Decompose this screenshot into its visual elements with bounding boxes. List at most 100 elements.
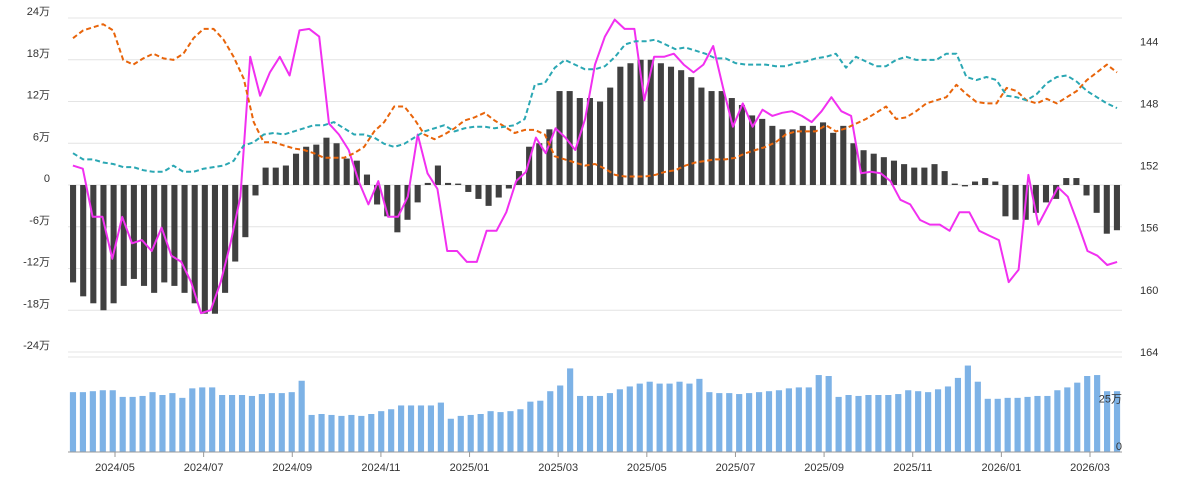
volume-bar [169, 393, 176, 452]
net-flow-bar [1073, 178, 1080, 185]
volume-bar [875, 395, 882, 452]
net-flow-bar [556, 91, 563, 185]
volume-bar [805, 387, 812, 452]
x-tick-label: 2026/03 [1070, 462, 1110, 474]
left-tick-label: 24万 [27, 6, 50, 18]
volume-bar [577, 395, 584, 452]
volume-bar [795, 387, 802, 452]
net-flow-bar [475, 185, 482, 199]
volume-bar [954, 377, 962, 452]
volume-bar [696, 378, 703, 452]
net-flow-bar [667, 66, 675, 185]
net-flow-bar [546, 129, 553, 185]
net-flow-bar [343, 158, 350, 185]
volume-bar [338, 415, 345, 452]
left-tick-label: 0 [44, 173, 50, 185]
volume-bar [775, 390, 783, 452]
volume-bar [398, 405, 405, 452]
net-flow-bar [708, 91, 715, 185]
net-flow-bar [1103, 185, 1110, 234]
volume-bar [537, 400, 544, 452]
net-flow-bar [860, 150, 867, 185]
right-tick-label: 160 [1140, 285, 1158, 297]
net-flow-bar [414, 185, 421, 203]
volume-bar [944, 386, 952, 452]
volume-bar [1094, 375, 1101, 452]
net-flow-bar [201, 185, 208, 314]
volume-bar [815, 375, 822, 452]
volume-bar [467, 414, 474, 452]
volume-bar [219, 395, 226, 452]
net-flow-bars [70, 59, 1120, 314]
net-flow-bar [921, 167, 928, 185]
volume-bar [586, 395, 594, 452]
net-flow-bar [171, 185, 178, 286]
net-flow-bar [191, 185, 198, 304]
net-flow-bar [728, 98, 735, 185]
net-flow-bar [890, 160, 898, 185]
volume-bar [855, 395, 862, 452]
left-tick-label: -6万 [29, 215, 50, 227]
volume-bar [159, 395, 166, 452]
net-flow-bar [455, 183, 462, 185]
net-flow-bar [242, 185, 249, 238]
net-flow-bar [738, 104, 745, 185]
volume-bar [119, 396, 126, 452]
net-flow-bar [374, 185, 381, 205]
volume-bar [278, 393, 285, 452]
net-flow-bar [789, 129, 796, 185]
x-tick-label: 2025/03 [538, 462, 578, 474]
volume-bar [636, 383, 643, 452]
net-flow-bar [495, 185, 502, 198]
volume-bar [895, 394, 902, 452]
net-flow-bar [850, 143, 857, 185]
price-line-solid [72, 18, 1118, 315]
left-tick-label: -18万 [23, 298, 50, 310]
volume-bar [706, 392, 713, 452]
volume-bar [318, 414, 325, 452]
net-flow-bar [303, 146, 310, 185]
volume-bar [348, 414, 355, 452]
net-flow-bar [982, 178, 989, 185]
net-flow-bar [992, 181, 999, 185]
net-flow-bar [211, 185, 218, 314]
volume-bar [238, 395, 246, 452]
x-tick-label: 2025/07 [716, 462, 756, 474]
volume-bar [69, 392, 77, 452]
net-flow-bar [830, 132, 837, 185]
net-flow-bar [678, 70, 685, 185]
volume-bar [885, 395, 892, 452]
volume-bar [109, 390, 116, 452]
volume-bar [974, 381, 981, 452]
net-flow-bar [769, 125, 776, 185]
volume-bar [1044, 395, 1051, 452]
left-tick-label: 18万 [27, 48, 50, 60]
right-axis: 144 148 152 156 160 164 [1140, 36, 1158, 359]
net-flow-bar [566, 91, 573, 185]
volume-bar [328, 414, 335, 452]
volume-bar [457, 415, 464, 452]
net-flow-bar [597, 101, 604, 185]
net-flow-bar [151, 185, 158, 293]
net-flow-bar [1063, 178, 1070, 185]
net-flow-bar [262, 167, 269, 185]
net-flow-bar [901, 164, 908, 185]
net-flow-bar [333, 143, 340, 185]
volume-bar [477, 414, 484, 452]
volume-bar [199, 387, 206, 452]
volume-bar [487, 411, 494, 452]
volume-bar [726, 393, 733, 452]
net-flow-bar [870, 153, 877, 185]
net-flow-bar [698, 87, 705, 185]
volume-bar [388, 409, 395, 452]
volume-bar [288, 392, 295, 452]
volume-bar [89, 391, 96, 452]
net-flow-bar [505, 185, 512, 189]
volume-bar [765, 391, 773, 452]
volume-bar [835, 396, 842, 452]
net-flow-bar [394, 185, 401, 233]
net-flow-bar [363, 174, 371, 185]
net-flow-bar [880, 157, 887, 185]
volume-bar [845, 395, 852, 452]
volume-bar [656, 383, 663, 452]
